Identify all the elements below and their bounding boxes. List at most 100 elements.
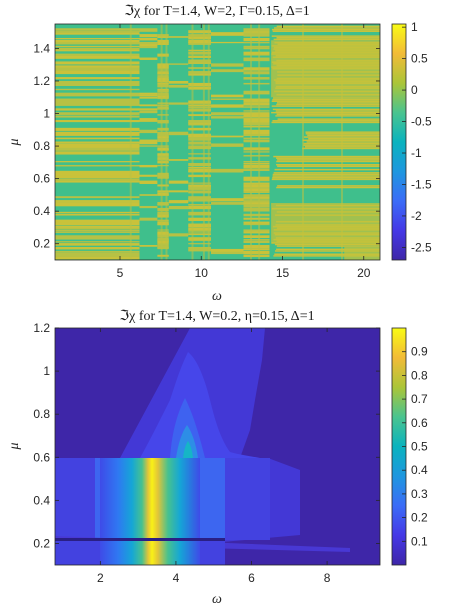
top-stripe <box>157 202 169 206</box>
top-y-tick-label: 1.2 <box>33 74 50 88</box>
top-stripe <box>157 131 169 135</box>
top-stripe <box>243 248 270 251</box>
top-block-stripe <box>273 255 380 257</box>
top-stripe <box>157 80 169 83</box>
top-y-tick-label: 0.2 <box>33 237 50 251</box>
top-stripe <box>55 161 140 163</box>
top-stripe <box>139 43 158 47</box>
top-stripe <box>157 84 169 88</box>
top-stripe <box>157 135 169 139</box>
top-block-stripe <box>276 160 380 163</box>
top-stripe <box>139 141 158 145</box>
top-colorbar-tick-label: 1 <box>411 20 418 34</box>
top-stripe <box>139 129 158 134</box>
top-stripe <box>188 237 211 241</box>
top-block-stripe <box>272 175 380 177</box>
bottom-band-gap <box>55 538 225 541</box>
top-stripe <box>55 82 140 86</box>
top-block-stripe <box>306 141 380 143</box>
top-stripe <box>168 36 189 38</box>
top-y-tick-label: 0.8 <box>33 139 50 153</box>
top-vertical-stripe <box>202 24 205 260</box>
bottom-colorbar-tick-label: 0.2 <box>411 511 428 525</box>
top-stripe <box>157 39 169 43</box>
top-stripe <box>157 213 169 217</box>
top-block-stripe <box>271 35 380 37</box>
top-block-stripe <box>304 146 380 148</box>
top-stripe <box>55 55 140 59</box>
top-stripe <box>55 246 140 250</box>
top-stripe <box>188 39 211 44</box>
top-stripe <box>188 67 211 69</box>
top-stripe <box>243 77 270 80</box>
top-stripe <box>188 190 211 194</box>
top-stripe <box>55 202 140 206</box>
top-stripe <box>157 34 169 37</box>
top-stripe <box>55 67 140 71</box>
top-block-stripe <box>276 245 380 247</box>
bottom-y-tick-label: 0.6 <box>33 450 50 464</box>
top-block-stripe <box>274 250 380 252</box>
top-stripe <box>188 34 211 37</box>
top-colorbar-tick-label: 0.5 <box>411 52 428 66</box>
top-stripe <box>157 254 169 257</box>
top-colorbar-ticks: 1 0.5 0 -0.5 -1 -1.5 -2 -2.5 <box>402 20 432 254</box>
top-stripe <box>211 69 244 73</box>
top-block-stripe <box>273 172 380 174</box>
top-stripe <box>157 159 169 161</box>
top-stripe <box>243 250 270 255</box>
top-block-stripe <box>303 136 380 138</box>
top-stripe <box>157 53 169 57</box>
top-y-tick-label: 1.4 <box>33 41 50 55</box>
top-stripe <box>211 202 244 205</box>
top-block-stripe <box>277 159 380 161</box>
top-block-stripe <box>276 37 380 39</box>
top-stripe <box>55 114 140 116</box>
top-stripe <box>243 47 270 50</box>
top-stripe <box>157 211 169 215</box>
top-stripe <box>139 37 158 41</box>
bottom-plume-tip <box>183 441 193 458</box>
top-stripes <box>55 24 380 260</box>
top-stripe <box>211 104 244 108</box>
top-colorbar-tick-label: -0.5 <box>411 115 432 129</box>
top-stripe <box>243 137 270 140</box>
top-block-stripe <box>277 118 380 120</box>
top-heatmap <box>55 24 380 260</box>
top-stripe <box>55 49 140 52</box>
top-stripe <box>243 82 270 85</box>
top-stripe <box>243 161 270 163</box>
top-stripe <box>211 143 244 147</box>
top-stripe <box>55 174 140 179</box>
top-vertical-stripe <box>207 24 210 260</box>
top-stripe <box>157 241 169 244</box>
top-colorbar-frame <box>391 23 407 261</box>
top-stripe <box>55 102 140 106</box>
top-stripe <box>243 176 270 181</box>
top-stripe <box>55 100 140 105</box>
top-stripe <box>139 41 158 45</box>
top-stripe <box>243 223 270 226</box>
bottom-colorbar-tick-label: 0.3 <box>411 487 428 501</box>
top-stripe <box>139 110 158 114</box>
top-stripe <box>188 49 211 52</box>
top-block-stripe <box>276 102 380 104</box>
top-solid-block <box>344 246 380 260</box>
bottom-panel: ℑχ for T=1.4, W=0.2, η=0.15, Δ=1 2 4 6 8 0.… <box>7 309 428 607</box>
top-stripe <box>55 53 140 56</box>
top-block-stripe <box>277 185 380 187</box>
bottom-band-peak <box>100 458 200 540</box>
top-x-axis-label: ω <box>212 289 222 304</box>
top-stripe <box>168 205 189 210</box>
bottom-y-axis-label: μ <box>7 442 22 450</box>
top-stripe <box>157 192 169 196</box>
bottom-plume-core <box>176 425 198 458</box>
top-block-stripe <box>308 137 380 140</box>
top-stripe <box>157 161 169 164</box>
top-stripe <box>168 131 189 136</box>
top-stripe <box>157 184 169 187</box>
top-stripe <box>243 57 270 60</box>
top-block-stripe <box>274 27 380 29</box>
top-stripe <box>157 104 169 107</box>
